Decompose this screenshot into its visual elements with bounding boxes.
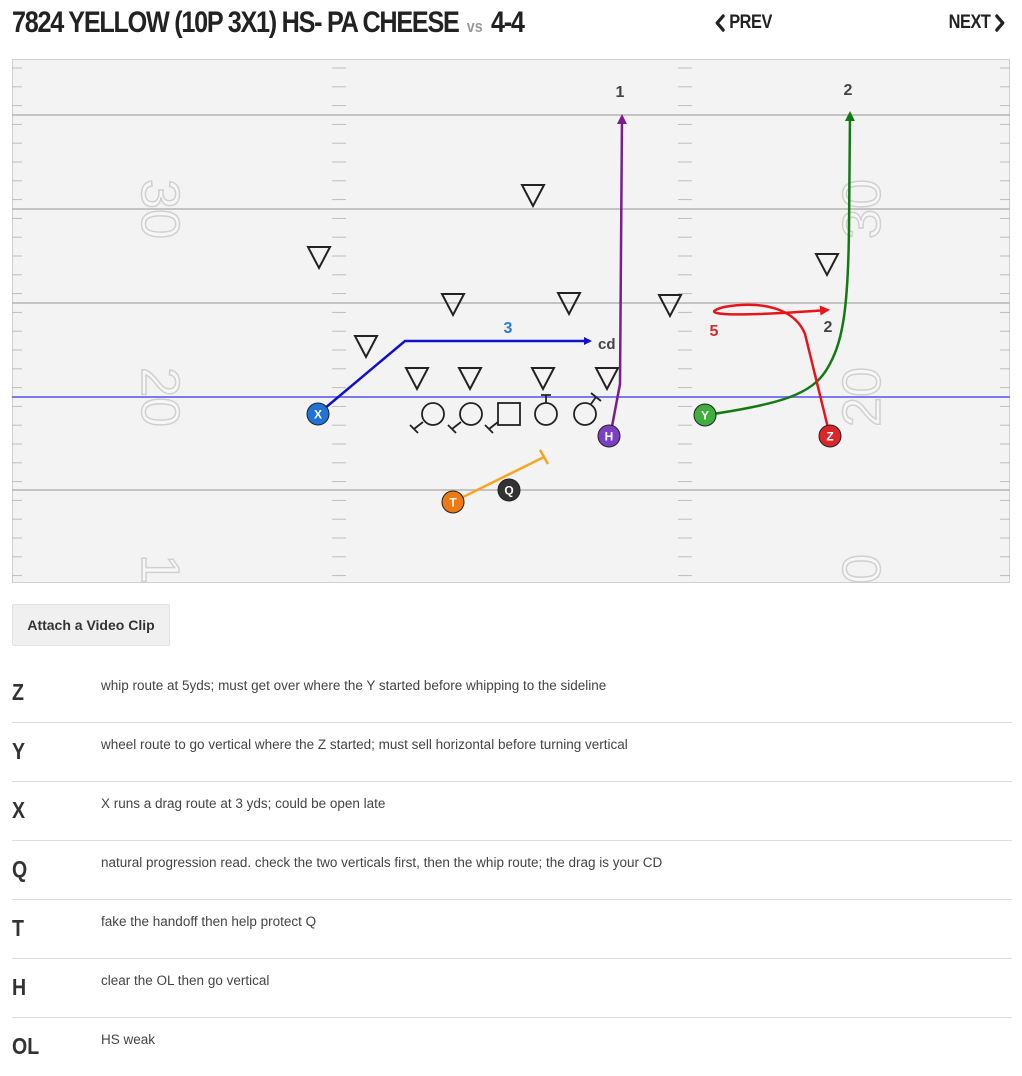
route-labels: 1 2 3 cd 5 2 — [504, 82, 853, 353]
yard-number-left-1: 1 — [130, 554, 190, 583]
left-tackle — [421, 402, 445, 426]
block-mark — [590, 392, 602, 405]
note-position: H — [12, 974, 27, 1000]
defender — [457, 367, 483, 392]
note-row: X X runs a drag route at 3 yds; could be … — [12, 782, 1012, 841]
player-q: Q — [497, 478, 521, 502]
right-tackle — [573, 402, 597, 426]
next-button[interactable]: NEXT — [949, 12, 1008, 34]
skill-players: X H Y Z T Q — [306, 402, 842, 514]
route-x-drag — [317, 337, 592, 415]
defender — [530, 367, 556, 392]
defender — [353, 335, 379, 360]
defender — [520, 184, 546, 209]
yard-number-left-20: 20 — [130, 367, 190, 427]
note-position: X — [12, 797, 26, 823]
defender — [440, 293, 466, 318]
player-z: Z — [818, 424, 842, 448]
note-position: Z — [12, 679, 24, 705]
player-t-label: T — [449, 496, 457, 510]
player-q-label: Q — [504, 484, 513, 498]
player-y-marker — [693, 403, 717, 427]
route-label-y: 2 — [844, 82, 853, 99]
defense-name: 4-4 — [490, 6, 525, 39]
route-label-x: 3 — [504, 320, 513, 337]
note-text: wheel route to go vertical where the Z s… — [101, 737, 628, 752]
player-y-label: Y — [701, 409, 709, 423]
prev-label: PREV — [729, 12, 772, 33]
yard-number-right-0: 0 — [832, 554, 892, 583]
left-guard — [459, 402, 483, 426]
route-label-h: 1 — [616, 84, 625, 101]
route-h-vertical — [608, 114, 627, 438]
defender — [657, 294, 683, 319]
center — [497, 402, 521, 426]
yard-number-right-20: 20 — [832, 367, 892, 427]
next-label: NEXT — [948, 12, 991, 33]
prev-button[interactable]: PREV — [712, 12, 772, 34]
defender — [404, 367, 430, 392]
play-title: 7824 YELLOW (10P 3X1) HS- PA CHEESE vs 4… — [12, 6, 525, 40]
player-h: H — [597, 424, 621, 448]
note-text: natural progression read. check the two … — [101, 855, 663, 870]
player-h-marker — [597, 424, 621, 448]
note-position: T — [12, 915, 24, 941]
defender — [556, 292, 582, 317]
route-z-whip — [712, 303, 832, 437]
note-text: fake the handoff then help protect Q — [101, 914, 317, 929]
block-mark — [541, 394, 551, 403]
player-z-marker — [818, 424, 842, 448]
player-t-marker — [441, 490, 465, 514]
chevron-right-icon — [995, 14, 1005, 32]
yard-number-right-30: 30 — [832, 179, 892, 239]
offensive-line — [409, 392, 602, 434]
player-x-marker — [306, 402, 330, 426]
play-diagram: 30 20 1 30 20 0 — [12, 59, 1010, 583]
route-label-z-end: 2 — [824, 319, 833, 336]
route-t-block — [452, 455, 545, 504]
vs-label: vs — [466, 17, 483, 36]
block-mark — [447, 421, 462, 434]
route-t-block-end — [538, 449, 550, 465]
player-q-marker — [497, 478, 521, 502]
player-t: T — [441, 490, 465, 514]
note-text: clear the OL then go vertical — [101, 973, 270, 988]
note-position: Q — [12, 856, 28, 882]
player-x: X — [306, 402, 330, 426]
note-position: OL — [12, 1033, 40, 1059]
defenders — [306, 184, 840, 392]
routes — [317, 111, 855, 504]
block-mark — [409, 421, 424, 434]
player-x-label: X — [314, 408, 322, 422]
note-position: Y — [12, 738, 26, 764]
player-h-label: H — [605, 430, 614, 444]
note-text: HS weak — [101, 1032, 156, 1047]
attach-video-button[interactable]: Attach a Video Clip — [12, 604, 170, 646]
hash-marks — [12, 67, 1010, 577]
player-y: Y — [693, 403, 717, 427]
play-name: 7824 YELLOW (10P 3X1) HS- PA CHEESE — [12, 6, 460, 39]
route-label-z: 5 — [710, 323, 719, 340]
block-mark — [484, 421, 499, 434]
defender — [306, 246, 332, 271]
yard-numbers: 30 20 1 30 20 0 — [129, 178, 893, 583]
route-label-cd: cd — [598, 336, 616, 353]
play-header: 7824 YELLOW (10P 3X1) HS- PA CHEESE vs 4… — [12, 0, 1010, 54]
note-row: OL HS weak — [12, 1018, 1012, 1076]
note-text: X runs a drag route at 3 yds; could be o… — [101, 796, 386, 811]
defender — [594, 367, 620, 392]
yard-number-left-30: 30 — [130, 179, 190, 239]
note-text: whip route at 5yds; must get over where … — [101, 678, 607, 693]
chevron-left-icon — [715, 14, 725, 32]
route-y-wheel — [705, 111, 855, 417]
player-z-label: Z — [826, 430, 833, 444]
defender — [814, 253, 840, 278]
